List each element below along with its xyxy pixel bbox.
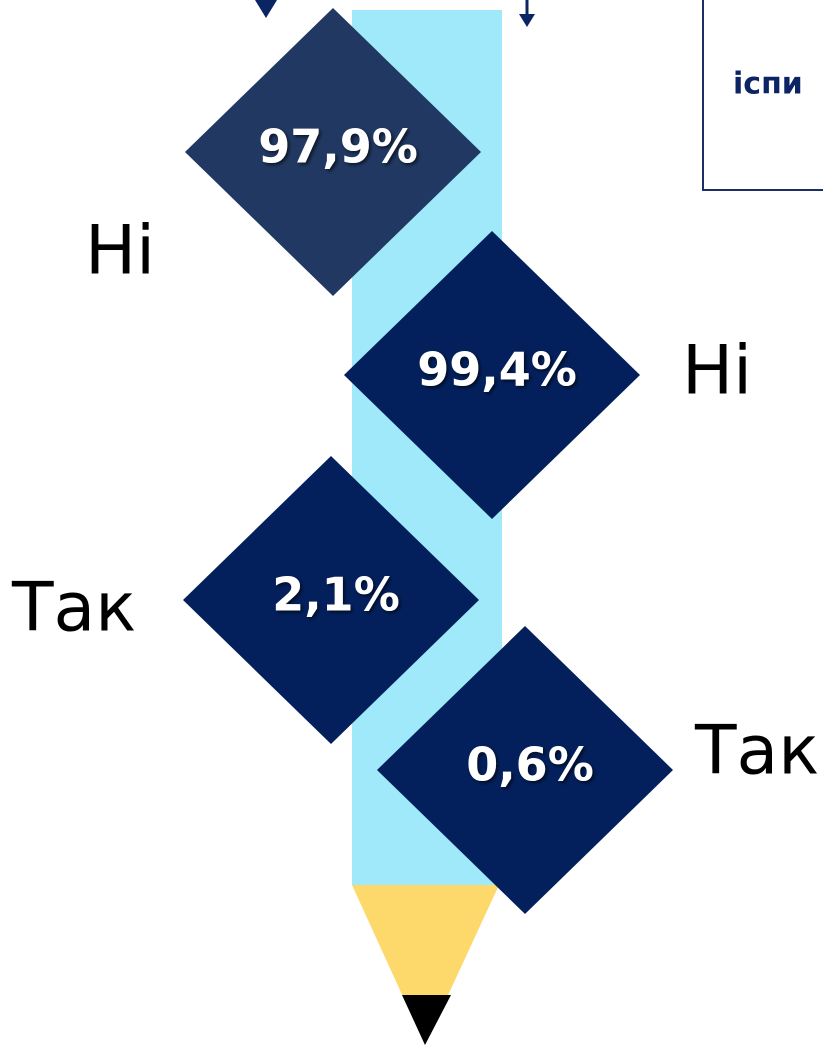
nodes: 97,9% Ні 99,4% Ні 2,1% Так 0,6% Так xyxy=(11,8,819,914)
arrow xyxy=(255,0,277,18)
answer-label: Ні xyxy=(85,212,155,291)
box-text: іспи xyxy=(733,67,803,102)
diamond xyxy=(185,8,481,296)
percent-label: 97,9% xyxy=(258,120,418,174)
percent-label: 99,4% xyxy=(417,343,577,397)
pencil-tip xyxy=(402,995,451,1045)
diamond xyxy=(344,231,640,519)
answer-label: Так xyxy=(694,712,819,791)
pencil-wood xyxy=(352,885,499,1045)
answer-label: Так xyxy=(11,569,136,648)
percent-label: 2,1% xyxy=(272,568,400,622)
diamond xyxy=(377,626,673,914)
answer-label: Ні xyxy=(682,332,752,411)
diamond xyxy=(183,456,479,744)
info-box xyxy=(702,0,823,191)
percent-label: 0,6% xyxy=(466,738,594,792)
arrow xyxy=(519,14,535,27)
